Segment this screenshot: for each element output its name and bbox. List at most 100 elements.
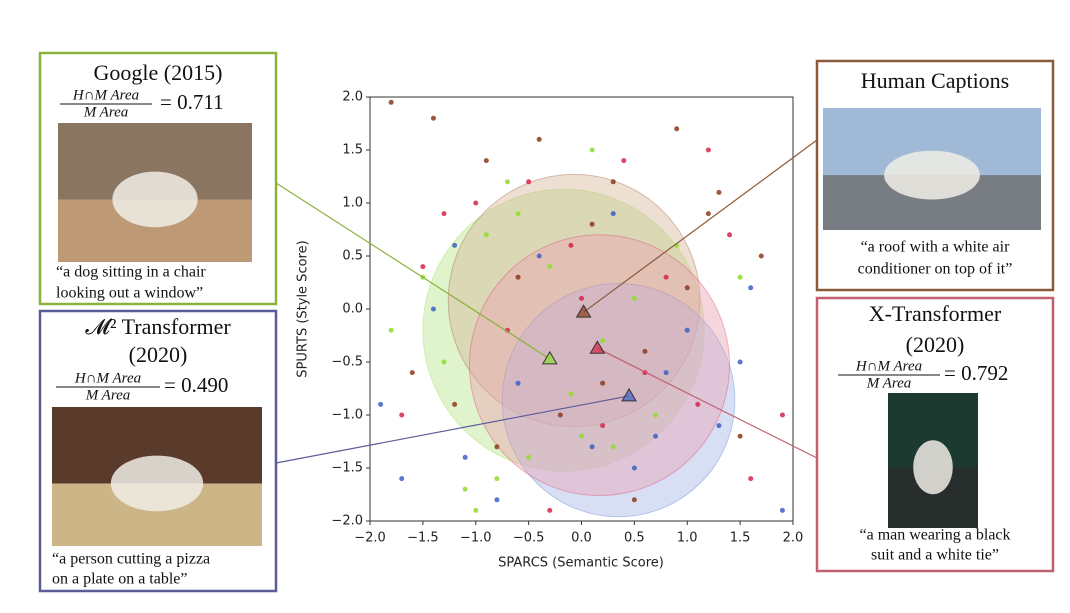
scatter-point	[399, 412, 405, 418]
callout-caption: “a dog sitting in a chair	[56, 264, 206, 281]
scatter-point	[705, 147, 711, 153]
scatter-point	[600, 338, 606, 344]
x-tick-label: −1.5	[407, 531, 439, 546]
scatter-point	[568, 391, 574, 397]
scatter-point	[483, 158, 489, 164]
scatter-point	[748, 285, 754, 291]
scatter-point	[674, 126, 680, 132]
scatter-point	[568, 242, 574, 248]
scatter-point	[473, 200, 479, 206]
scatter-point	[684, 285, 690, 291]
ratio-denominator: M Area	[866, 375, 912, 391]
scatter-point	[653, 412, 659, 418]
scatter-point	[399, 476, 405, 482]
callout-caption: suit and a white tie”	[871, 547, 999, 564]
scatter-point	[589, 147, 595, 153]
scatter-point	[653, 433, 659, 439]
y-tick-label: −1.5	[331, 461, 363, 476]
x-tick-label: −0.5	[513, 531, 545, 546]
callout-caption: on a plate on a table”	[52, 571, 188, 588]
scatter-point	[430, 306, 436, 312]
centroid-triangle	[589, 340, 606, 354]
photo-subject	[913, 440, 953, 495]
x-tick-label: −1.0	[460, 531, 492, 546]
scatter-point	[441, 359, 447, 365]
scatter-point	[547, 264, 553, 270]
scatter-point	[452, 401, 458, 407]
scatter-point	[420, 264, 426, 270]
scatter-point	[536, 136, 542, 142]
callout-caption: “a man wearing a black	[859, 527, 1010, 544]
scatter-point	[737, 359, 743, 365]
region-circle	[468, 234, 731, 497]
scatter-point	[388, 327, 394, 333]
ratio-value: = 0.711	[160, 90, 224, 114]
scatter-point	[388, 99, 394, 105]
scatter-point	[705, 211, 711, 217]
y-tick-label: 0.5	[342, 249, 363, 264]
x-axis-label: SPARCS (Semantic Score)	[498, 556, 664, 571]
scatter-point	[610, 211, 616, 217]
scatter-point	[610, 179, 616, 185]
callout-caption: looking out a window”	[56, 285, 203, 302]
connector	[275, 182, 551, 360]
scatter-point	[579, 295, 584, 301]
x-tick-label: 1.0	[677, 531, 698, 546]
scatter-point	[758, 253, 764, 259]
photo-subject	[112, 171, 198, 228]
scatter-point	[684, 327, 690, 333]
callout-title: (2020)	[129, 342, 188, 367]
photo-subject	[110, 455, 204, 512]
scatter-point	[547, 507, 553, 513]
scatter-point	[737, 274, 743, 280]
scatter-point	[663, 370, 669, 376]
scatter-point	[526, 454, 532, 460]
scatter-point	[430, 115, 436, 121]
centroid-triangle	[541, 350, 558, 365]
scatter-point	[462, 454, 468, 460]
callout-title: (2020)	[906, 332, 965, 357]
scatter-point	[663, 274, 669, 280]
scatter-point	[515, 211, 521, 217]
scatter-point	[441, 211, 447, 217]
centroid-triangle	[575, 304, 592, 318]
connector	[583, 139, 818, 313]
scatter-point	[536, 253, 542, 259]
centroid-triangle	[621, 387, 637, 402]
ratio-numerator: H∩M Area	[855, 358, 922, 374]
callout-caption: “a person cutting a pizza	[52, 551, 210, 568]
scatter-point	[631, 295, 637, 301]
x-tick-label: 1.5	[730, 531, 751, 546]
y-tick-label: −1.0	[331, 408, 363, 423]
y-tick-label: 2.0	[342, 90, 363, 105]
scatter-point	[716, 189, 722, 195]
scatter-point	[589, 444, 595, 450]
x-tick-label: −2.0	[354, 531, 386, 546]
ratio-denominator: M Area	[85, 387, 131, 403]
region-circle	[501, 283, 736, 518]
scatter-point	[610, 444, 616, 450]
y-tick-label: −2.0	[331, 514, 363, 529]
y-tick-label: 1.5	[342, 143, 363, 158]
scatter-point	[579, 433, 584, 439]
callout-title: 𝓜² Transformer	[85, 314, 231, 339]
scatter-point	[494, 444, 500, 450]
scatter-point	[526, 179, 532, 185]
callout-title: Google (2015)	[94, 60, 223, 85]
connector	[597, 347, 818, 459]
scatter-point	[779, 412, 785, 418]
ratio-value: = 0.792	[944, 361, 1008, 385]
scatter-point	[642, 348, 648, 354]
callout-title: X-Transformer	[869, 301, 1002, 326]
scatter-point	[494, 497, 500, 503]
callout-caption: conditioner on top of it”	[858, 261, 1013, 278]
scatter-point	[631, 497, 637, 503]
ratio-denominator: M Area	[83, 104, 129, 120]
x-tick-label: 2.0	[783, 531, 804, 546]
scatter-point	[695, 401, 701, 407]
scatter-point	[631, 465, 637, 471]
y-tick-label: 1.0	[342, 196, 363, 211]
photo-subject	[884, 150, 980, 200]
scatter-point	[515, 274, 521, 280]
